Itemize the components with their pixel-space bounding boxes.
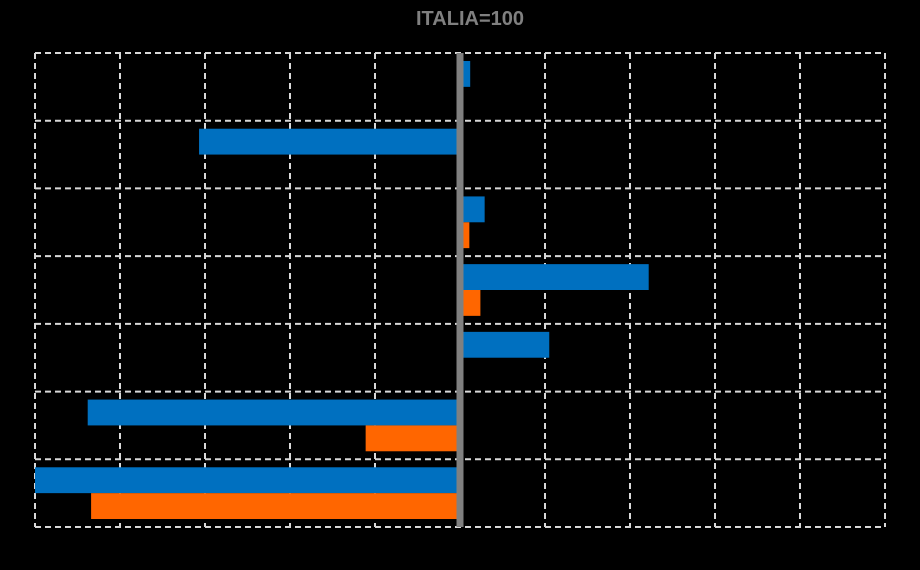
bar xyxy=(87,399,460,426)
bar xyxy=(91,493,460,519)
bar xyxy=(460,331,550,358)
bar xyxy=(460,222,470,249)
bar xyxy=(460,61,471,87)
bar xyxy=(460,290,481,316)
bar xyxy=(35,467,460,494)
bar xyxy=(460,196,485,223)
bar xyxy=(199,128,461,155)
chart-title: ITALIA=100 xyxy=(416,8,524,30)
bar xyxy=(365,425,460,452)
bar xyxy=(460,264,649,290)
